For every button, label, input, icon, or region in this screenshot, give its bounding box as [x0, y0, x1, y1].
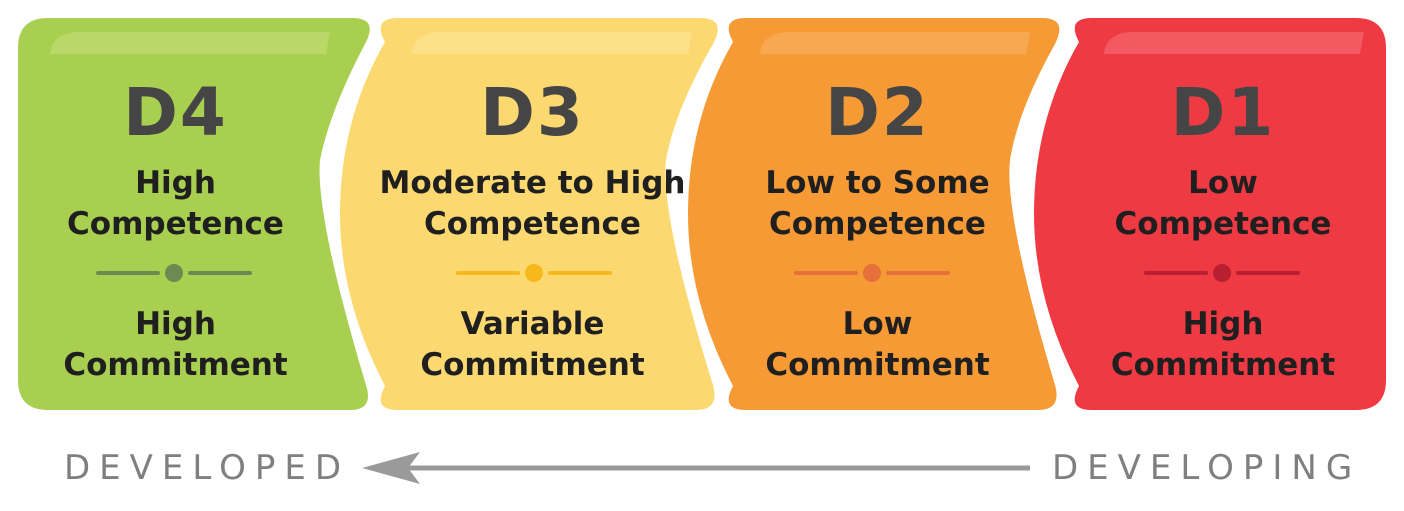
stage-d2-commitment: Low Commitment: [710, 304, 1045, 386]
stage-d3-commitment: Variable Commitment: [360, 304, 705, 386]
stage-d1-highlight: [1104, 32, 1364, 54]
stage-d2-commitment-line-2: Commitment: [765, 347, 990, 383]
stage-d1: D1: [1058, 78, 1388, 148]
stage-d1-competence-line-2: Competence: [1114, 206, 1332, 242]
stage-d3-divider-dot: [525, 264, 543, 282]
stage-d2-competence-line-2: Competence: [769, 206, 986, 242]
stage-d4-commitment-line-2: Commitment: [63, 347, 288, 383]
stage-d4-divider-dot: [165, 264, 183, 282]
stage-d4-code: D4: [123, 74, 228, 151]
stage-d3-code: D3: [480, 74, 585, 151]
stage-d3-commitment-line-1: Variable: [460, 306, 605, 342]
stage-d2: D2: [710, 78, 1045, 148]
stage-d3-competence: Moderate to High Competence: [360, 163, 705, 245]
stage-d1-code: D1: [1170, 74, 1276, 151]
stage-d2-code: D2: [825, 74, 930, 151]
stage-d4-commitment: High Commitment: [18, 304, 333, 386]
stage-d1-divider-dot: [1213, 264, 1231, 282]
stage-d1-commitment-line-2: Commitment: [1110, 347, 1336, 383]
stage-d4-competence: High Competence: [18, 163, 333, 245]
stage-d1-commitment-line-1: High: [1182, 306, 1264, 342]
stage-d2-competence: Low to Some Competence: [710, 163, 1045, 245]
stage-d3-shape: [340, 18, 718, 410]
stage-d4-competence-line-1: High: [135, 165, 216, 201]
stage-d2-highlight: [760, 32, 1030, 54]
axis-arrow-head: [362, 452, 420, 484]
stage-d1-competence: Low Competence: [1058, 163, 1388, 245]
stage-d2-shape: [688, 18, 1060, 410]
stage-d3: D3: [360, 78, 705, 148]
stage-d3-highlight: [412, 32, 692, 54]
stage-d3-commitment-line-2: Commitment: [420, 347, 645, 383]
stage-d4: D4: [18, 78, 333, 148]
axis-right-label: DEVELOPING: [1052, 448, 1362, 488]
stage-d2-competence-line-1: Low to Some: [765, 165, 990, 201]
stage-d3-competence-line-2: Competence: [424, 206, 641, 242]
stage-d4-competence-line-2: Competence: [67, 206, 284, 242]
stage-d4-shape: [18, 18, 370, 410]
stage-d4-commitment-line-1: High: [135, 306, 216, 342]
stage-d1-shape: [1034, 18, 1386, 410]
stage-d1-competence-line-1: Low: [1188, 165, 1258, 201]
stage-d1-commitment: High Commitment: [1058, 304, 1388, 386]
stage-d2-divider-dot: [863, 264, 881, 282]
stage-d2-commitment-line-1: Low: [842, 306, 913, 342]
stage-d4-highlight: [50, 32, 330, 54]
axis-left-label: DEVELOPED: [64, 448, 351, 488]
stage-d3-competence-line-1: Moderate to High: [379, 165, 686, 201]
